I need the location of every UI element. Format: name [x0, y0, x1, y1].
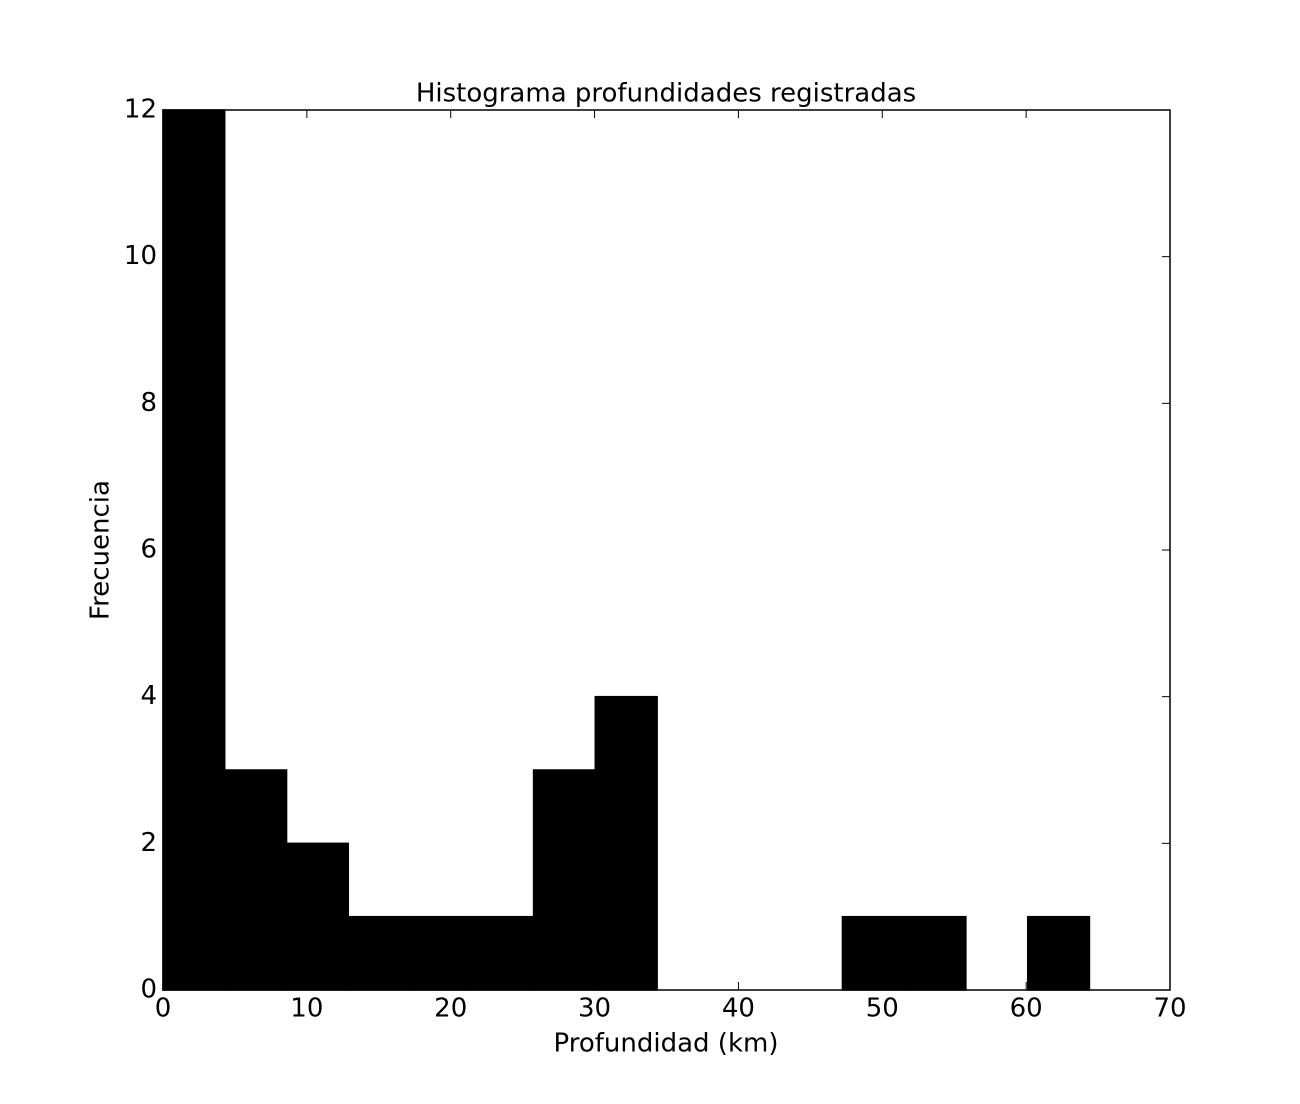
bar: [223, 769, 288, 991]
bar: [903, 915, 967, 991]
x-tick-label: 50: [866, 994, 899, 1024]
x-tick-label: 10: [290, 994, 323, 1024]
x-tick-label: 20: [434, 994, 467, 1024]
bar: [347, 915, 411, 991]
bar: [1026, 915, 1091, 991]
x-tick-label: 30: [578, 994, 611, 1024]
y-tick-label: 2: [140, 828, 157, 858]
y-tick-label: 12: [124, 95, 157, 125]
x-tick-label: 40: [722, 994, 755, 1024]
y-axis-label: Frecuencia: [86, 480, 116, 620]
x-tick-label: 0: [155, 994, 172, 1024]
bar: [532, 769, 597, 991]
x-axis-label: Profundidad (km): [554, 1029, 779, 1059]
bar: [594, 695, 658, 991]
x-tick-label: 60: [1010, 994, 1043, 1024]
bar: [841, 915, 905, 991]
y-tick-label: 0: [140, 975, 157, 1005]
y-tick-label: 4: [140, 681, 157, 711]
x-tick-label: 70: [1153, 994, 1186, 1024]
y-tick-label: 10: [124, 241, 157, 271]
bar: [471, 915, 535, 991]
bar: [285, 842, 350, 991]
y-tick-label: 6: [140, 535, 157, 565]
chart-title: Histograma profundidades registradas: [416, 79, 916, 109]
y-tick-label: 8: [140, 388, 157, 418]
bar: [409, 915, 473, 991]
bar: [162, 109, 226, 991]
